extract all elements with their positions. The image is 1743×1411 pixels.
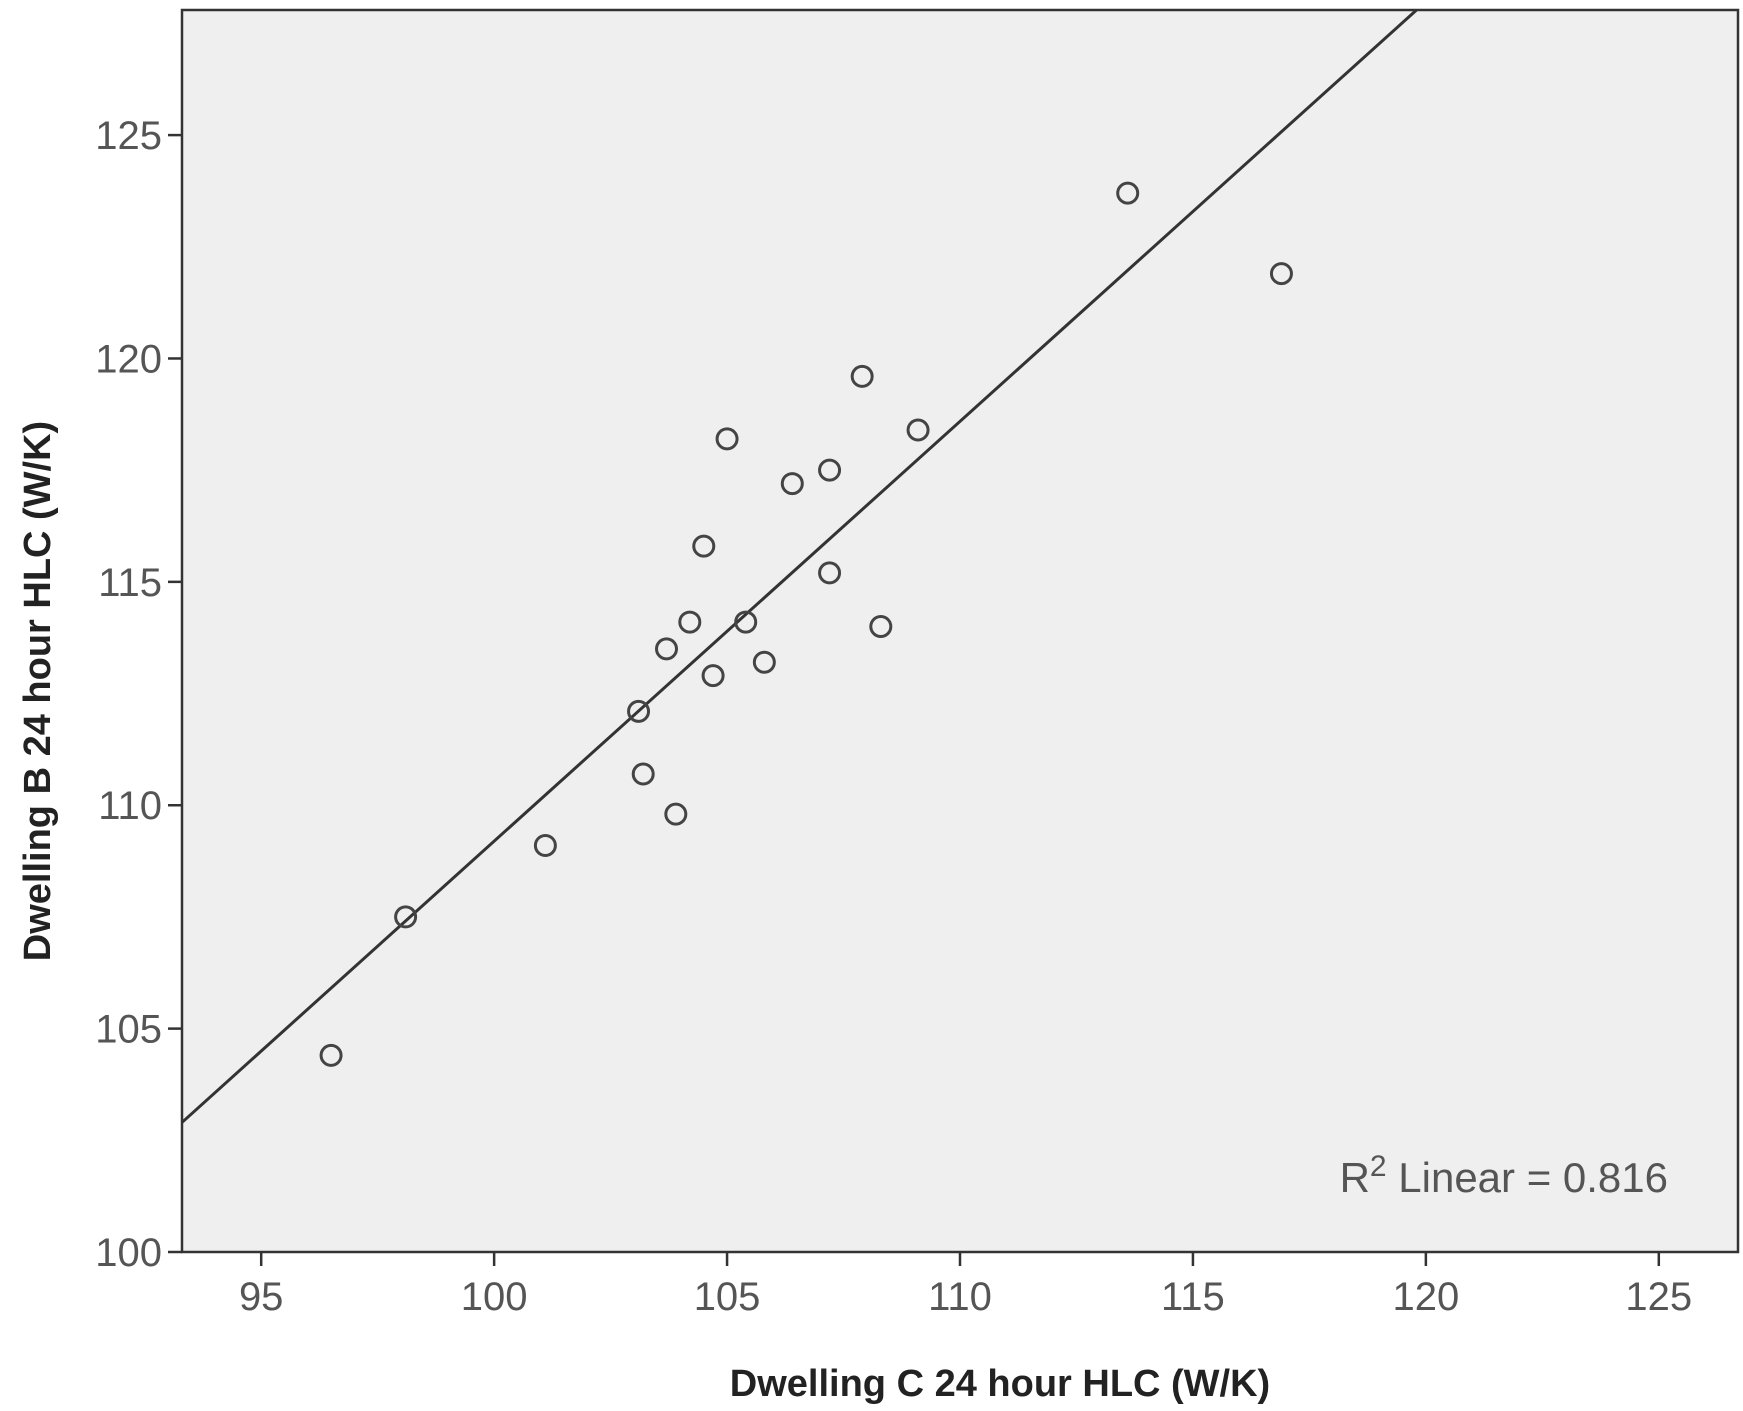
- r-squared-annotation: R2 Linear = 0.816: [1340, 1150, 1668, 1202]
- x-tick-label: 120: [1392, 1275, 1459, 1319]
- data-point: [734, 610, 758, 634]
- x-tick-label: 95: [239, 1275, 284, 1319]
- x-axis-title: Dwelling C 24 hour HLC (W/K): [730, 1363, 1270, 1405]
- data-point: [631, 762, 655, 786]
- y-tick-label: 105: [95, 1008, 162, 1052]
- data-point: [319, 1043, 343, 1067]
- data-point: [655, 637, 679, 661]
- y-axis-title: Dwelling B 24 hour HLC (W/K): [17, 421, 59, 961]
- data-point: [692, 534, 716, 558]
- data-point: [1269, 262, 1293, 286]
- data-point: [818, 561, 842, 585]
- x-tick-label: 115: [1161, 1275, 1225, 1319]
- data-point: [394, 905, 418, 929]
- data-point: [701, 664, 725, 688]
- y-tick-label: 100: [95, 1231, 162, 1275]
- y-tick-label: 110: [98, 784, 162, 828]
- data-point: [780, 472, 804, 496]
- x-tick-label: 110: [928, 1275, 992, 1319]
- data-point: [1116, 181, 1140, 205]
- annotation-prefix: R: [1340, 1154, 1370, 1201]
- axes: 95 100 105 110 115 120 125 100 105 110 115 120 125: [95, 114, 1692, 1319]
- plot-area: [180, 8, 1740, 1254]
- annotation-superscript: 2: [1370, 1150, 1387, 1183]
- data-point: [850, 364, 874, 388]
- data-point: [869, 615, 893, 639]
- data-point: [627, 699, 651, 723]
- data-point: [752, 650, 776, 674]
- data-point: [664, 802, 688, 826]
- data-point: [715, 427, 739, 451]
- y-tick-label: 125: [95, 114, 162, 158]
- data-point: [678, 610, 702, 634]
- y-tick-label: 115: [98, 561, 162, 605]
- x-tick-label: 105: [694, 1275, 761, 1319]
- y-tick-label: 120: [95, 337, 162, 381]
- annotation-suffix: Linear = 0.816: [1387, 1154, 1668, 1201]
- data-points: [319, 181, 1293, 1067]
- data-point: [818, 458, 842, 482]
- data-point: [906, 418, 930, 442]
- data-point: [533, 833, 557, 857]
- regression-line: [180, 8, 1418, 1124]
- x-tick-label: 100: [461, 1275, 528, 1319]
- x-tick-label: 125: [1625, 1275, 1692, 1319]
